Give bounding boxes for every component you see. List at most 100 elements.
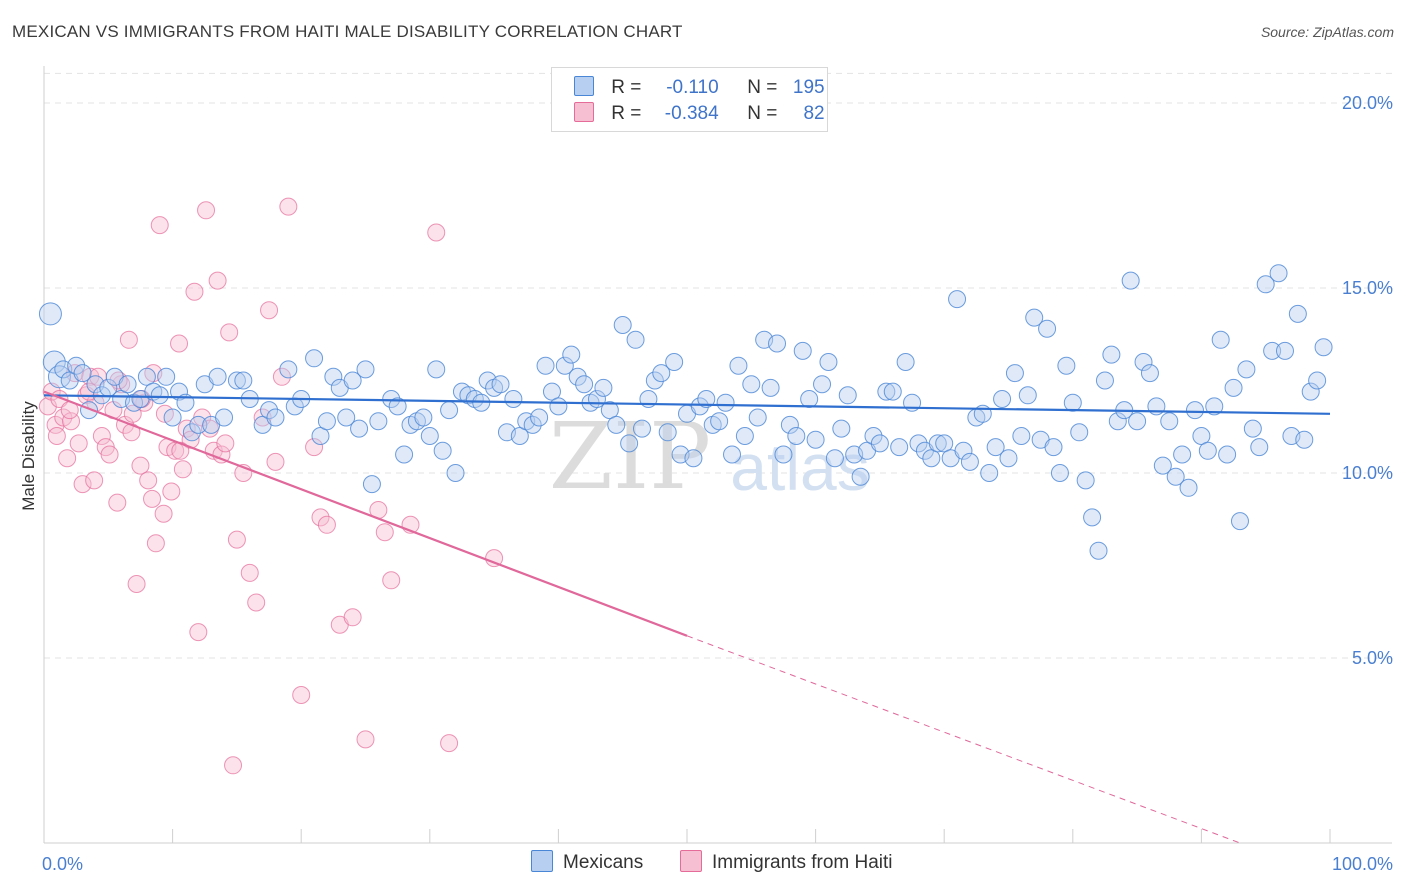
- mexican-point: [935, 434, 954, 453]
- haiti-point: [108, 493, 127, 512]
- haiti-point: [317, 515, 336, 534]
- mexican-point: [324, 367, 343, 386]
- mexican-point: [1108, 412, 1127, 431]
- mexican-point: [1166, 467, 1185, 486]
- series-legend-haiti: Immigrants from Haiti: [680, 850, 893, 874]
- mexican-point: [395, 445, 414, 464]
- legend-row-haiti: R = -0.384 N = 82: [574, 102, 825, 126]
- mexican-point: [1314, 338, 1333, 357]
- mexican-point: [414, 408, 433, 427]
- mexican-point: [1018, 386, 1037, 405]
- mexican-point: [780, 415, 799, 434]
- watermark: ZIP atlas: [549, 403, 870, 510]
- haiti-point: [58, 449, 77, 468]
- haiti-point: [38, 397, 57, 416]
- haiti-point: [343, 608, 362, 627]
- haiti-point: [170, 334, 189, 353]
- legend-n-value: 195: [792, 77, 825, 98]
- mexican-point: [568, 367, 587, 386]
- mexican-point: [1205, 397, 1224, 416]
- series-legend-mexicans: Mexicans: [531, 850, 643, 874]
- haiti-point: [47, 427, 66, 445]
- mexican-point: [626, 330, 645, 349]
- mexican-point: [813, 375, 832, 394]
- mexican-point: [1275, 341, 1294, 360]
- haiti-point: [227, 530, 246, 549]
- haiti-point: [292, 686, 311, 704]
- mexican-point: [890, 438, 909, 457]
- mexican-point: [1121, 271, 1140, 290]
- haiti-point: [146, 534, 165, 553]
- mexican-point: [510, 427, 529, 445]
- mexican-point: [954, 441, 973, 460]
- haiti-point: [440, 734, 459, 753]
- mexican-point: [362, 475, 381, 494]
- mexican-point: [317, 412, 336, 431]
- mexican-point: [182, 423, 201, 442]
- mexican-point: [806, 430, 825, 449]
- series-legend-label: Mexicans: [563, 852, 644, 873]
- mexican-point: [1140, 364, 1159, 383]
- mexican-point: [594, 378, 613, 397]
- mexican-point: [42, 350, 66, 374]
- mexican-point: [491, 375, 510, 394]
- mexican-point: [343, 371, 362, 390]
- mexican-point: [542, 382, 561, 401]
- mexican-point: [999, 449, 1018, 468]
- haiti-point: [311, 508, 330, 527]
- mexican-point: [735, 427, 754, 445]
- mexican-point: [523, 415, 542, 434]
- chart-title: MEXICAN VS IMMIGRANTS FROM HAITI MALE DI…: [12, 22, 683, 41]
- haiti-point: [485, 549, 504, 568]
- mexican-point: [350, 419, 369, 438]
- mexican-point: [279, 360, 298, 379]
- mexican-point: [658, 423, 677, 442]
- mexican-point: [620, 434, 639, 453]
- mexican-point: [742, 375, 761, 394]
- mexican-point: [369, 412, 388, 431]
- mexican-point: [980, 464, 999, 482]
- mexican-point: [645, 371, 664, 390]
- haiti-point: [212, 445, 231, 464]
- haiti-point: [247, 593, 266, 612]
- mexican-point: [825, 449, 844, 468]
- mexican-point: [1179, 478, 1198, 497]
- mexican-point: [1237, 360, 1256, 379]
- haiti-point: [154, 504, 173, 523]
- haiti-point: [224, 756, 243, 775]
- mexican-point: [234, 371, 253, 390]
- mexican-point: [433, 441, 452, 460]
- mexican-point: [189, 415, 208, 434]
- legend-row-mexicans: R = -0.110 N = 195: [574, 76, 825, 100]
- haiti-point: [208, 271, 227, 290]
- haiti-point: [100, 445, 119, 464]
- x-tick-label-end: 100.0%: [1332, 854, 1393, 874]
- mexican-point: [157, 367, 176, 386]
- mexican-point: [356, 360, 375, 379]
- haiti-point: [260, 301, 279, 320]
- mexican-point: [1153, 456, 1172, 475]
- mexican-point: [536, 356, 555, 375]
- mexican-point: [922, 449, 941, 468]
- mexican-point: [1025, 308, 1044, 327]
- mexican-point: [73, 364, 92, 383]
- mexican-point: [928, 434, 947, 453]
- mexican-point: [1070, 423, 1089, 442]
- mexican-point: [787, 427, 806, 445]
- haiti-point: [185, 282, 204, 301]
- mexican-point: [748, 408, 767, 427]
- haiti-point: [375, 523, 394, 542]
- y-tick-label: 10.0%: [1342, 463, 1393, 483]
- mexican-point: [716, 393, 735, 412]
- mexican-point: [1198, 441, 1217, 460]
- mexican-point: [1160, 412, 1179, 431]
- series-legend: Mexicans Immigrants from Haiti: [0, 850, 1406, 878]
- haiti-point: [216, 434, 235, 453]
- haiti-point: [240, 563, 259, 582]
- mexican-point: [1128, 412, 1147, 431]
- mexican-point: [382, 390, 401, 408]
- haiti-point: [427, 223, 446, 242]
- haiti-point: [253, 408, 272, 427]
- mexican-point: [1012, 427, 1031, 445]
- mexican-point: [575, 375, 594, 394]
